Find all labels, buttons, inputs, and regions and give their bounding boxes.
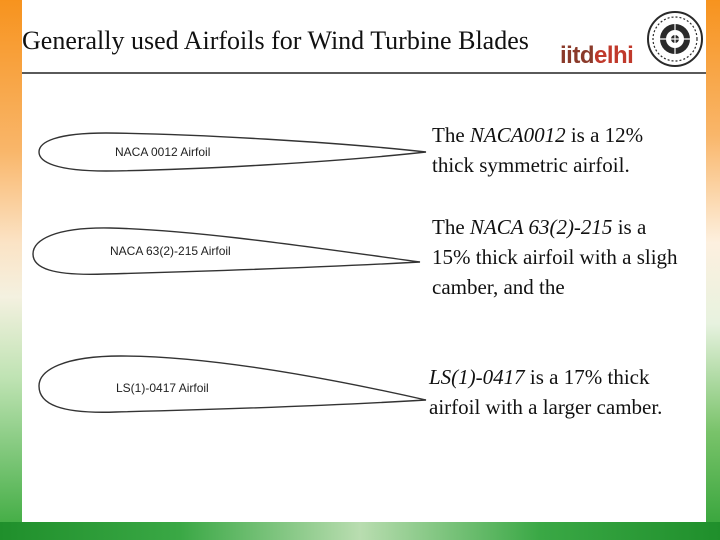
description-1-line-2: thick symmetric airfoil. <box>432 153 630 177</box>
description-1-line-1: The NACA0012 is a 12% <box>432 120 643 150</box>
iit-delhi-emblem-icon <box>646 10 704 73</box>
description-naca-63-215: The NACA 63(2)-215 is a 15% thick airfoi… <box>432 212 678 302</box>
description-2-line-3: camber, and the <box>432 275 565 299</box>
airfoil-naca-63-215 <box>30 222 422 282</box>
logo-prefix: iitd <box>560 42 595 69</box>
description-3-line-2: airfoil with a larger camber. <box>429 395 663 419</box>
airfoil-naca-0012 <box>36 128 428 178</box>
description-ls-0417: LS(1)-0417 is a 17% thick airfoil with a… <box>429 362 662 422</box>
iitd-logo: iitdelhi <box>556 8 706 72</box>
description-3-line-1: LS(1)-0417 is a 17% thick <box>429 362 662 392</box>
description-2-line-2: 15% thick airfoil with a sligh <box>432 245 678 269</box>
airfoil-label-2: NACA 63(2)-215 Airfoil <box>110 244 231 258</box>
slide-title: Generally used Airfoils for Wind Turbine… <box>22 26 529 55</box>
airfoil-label-3: LS(1)-0417 Airfoil <box>116 381 209 395</box>
airfoil-label-1: NACA 0012 Airfoil <box>115 145 211 159</box>
description-naca-0012: The NACA0012 is a 12% thick symmetric ai… <box>432 120 643 180</box>
description-2-line-1: The NACA 63(2)-215 is a <box>432 212 678 242</box>
desc-2-post: is a <box>612 215 647 239</box>
desc-1-airfoil-name: NACA0012 <box>469 123 566 147</box>
bottom-green-band <box>0 522 720 540</box>
desc-1-post: is a 12% <box>565 123 644 147</box>
desc-2-airfoil-name: NACA 63(2)-215 <box>469 215 613 239</box>
desc-3-post: is a 17% thick <box>524 365 650 389</box>
desc-1-pre: The <box>432 123 470 147</box>
desc-3-airfoil-name: LS(1)-0417 <box>429 365 525 389</box>
left-tricolor-band <box>0 0 22 540</box>
header-divider <box>22 72 706 74</box>
desc-2-pre: The <box>432 215 470 239</box>
logo-suffix: elhi <box>594 42 634 69</box>
right-tricolor-band <box>706 0 720 540</box>
logo-wordmark: iitdelhi <box>560 42 634 70</box>
airfoil-ls-0417 <box>36 352 428 418</box>
